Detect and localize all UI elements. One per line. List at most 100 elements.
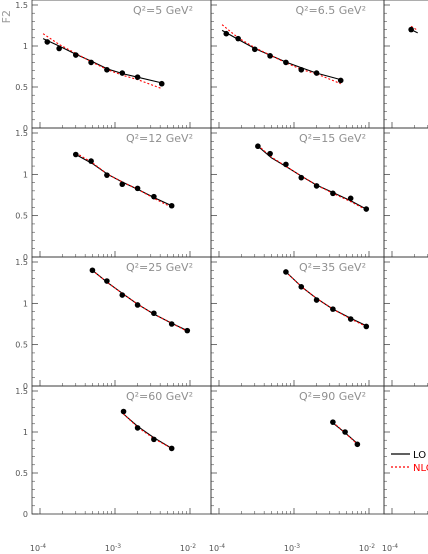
- panel-frame: [31, 127, 212, 258]
- data-point: [119, 181, 126, 188]
- panel-frame: [31, 385, 212, 515]
- data-point: [72, 52, 79, 58]
- data-point: [313, 183, 320, 189]
- data-point: [313, 297, 320, 303]
- x-tick-label: 10-3: [284, 543, 300, 553]
- data-points: [44, 26, 414, 452]
- panel-frames: [31, 0, 428, 515]
- y-tick-label: 1.5: [15, 387, 28, 396]
- data-point: [347, 316, 354, 322]
- data-point: [235, 35, 241, 42]
- y-tick-label: 1.5: [15, 129, 28, 138]
- data-point: [330, 419, 336, 425]
- panel-frame: [383, 256, 428, 387]
- panel-frame: [210, 127, 385, 258]
- data-point: [267, 150, 273, 157]
- lo-fit-curve: [123, 413, 172, 449]
- y-tick-label: 1: [23, 42, 28, 51]
- panel-title: Q²=35 GeV²: [299, 261, 366, 274]
- data-point: [354, 441, 361, 448]
- data-point: [408, 26, 414, 33]
- data-point: [347, 195, 354, 202]
- data-point: [104, 172, 110, 178]
- data-point: [134, 185, 141, 192]
- data-point: [151, 436, 157, 443]
- data-point: [56, 45, 62, 52]
- data-point: [168, 202, 175, 209]
- panel-frame: [31, 0, 212, 129]
- data-point: [251, 46, 258, 53]
- panel-title: Q²=12 GeV²: [126, 132, 193, 145]
- x-tick-label: 10-4: [209, 543, 225, 553]
- data-point: [184, 327, 191, 334]
- data-point: [72, 151, 79, 158]
- panel-title: Q²=90 GeV²: [299, 390, 366, 403]
- y-tick-label: 0: [23, 382, 28, 391]
- panel-title: Q²=6.5 GeV²: [295, 4, 366, 17]
- panel-title: Q²=60 GeV²: [126, 390, 193, 403]
- data-point: [151, 310, 157, 317]
- y-axis-label: F2: [0, 10, 13, 23]
- x-tick-label: 10-4: [30, 543, 46, 553]
- panel-frame: [383, 0, 428, 129]
- x-tick-label: 10-3: [105, 543, 121, 553]
- panel-frame: [383, 127, 428, 258]
- data-point: [267, 53, 273, 59]
- data-point: [89, 267, 96, 274]
- panel-title: Q²=15 GeV²: [299, 132, 366, 145]
- data-point: [88, 158, 94, 164]
- panel-frame: [31, 256, 212, 387]
- nlo-fit-curve: [285, 271, 367, 327]
- data-point: [158, 80, 165, 87]
- panel-title: Q²=25 GeV²: [126, 261, 193, 274]
- data-point: [298, 66, 305, 73]
- nlo-fit-curve: [123, 413, 172, 449]
- data-point: [119, 292, 126, 298]
- y-tick-label: 1: [23, 299, 28, 308]
- legend-nlo-label: NLO: [413, 463, 428, 474]
- x-tick-label: 10-2: [180, 543, 196, 553]
- data-point: [88, 59, 94, 66]
- legend-lo-label: LO: [413, 450, 426, 461]
- data-point: [168, 321, 175, 327]
- lo-fit-curve: [257, 145, 367, 210]
- x-tick-label: 10-4: [382, 543, 398, 553]
- data-point: [151, 193, 157, 200]
- y-tick-label: 1: [23, 428, 28, 437]
- data-point: [342, 429, 348, 435]
- nlo-fit-curve: [42, 33, 162, 90]
- data-point: [134, 74, 141, 80]
- panel-title: Q²=5 GeV²: [133, 4, 193, 17]
- nlo-fit-curve: [257, 144, 367, 211]
- data-point: [104, 278, 110, 284]
- data-point: [283, 269, 289, 275]
- chart-text: 0 0.5 1 1.5 Q²=5 GeV² Q²=6.5 GeV² 0 0.5 1 1.5 Q²=1…: [15, 1, 398, 553]
- y-tick-label: 0.5: [15, 212, 28, 221]
- data-point: [283, 161, 289, 168]
- panel-frame: [210, 385, 385, 515]
- data-point: [104, 66, 110, 73]
- data-point: [363, 206, 370, 212]
- data-point: [255, 143, 261, 150]
- axis-ticks: [32, 4, 428, 515]
- y-tick-label: 0: [23, 124, 28, 133]
- data-point: [134, 302, 141, 308]
- y-tick-label: 0.5: [15, 341, 28, 350]
- data-point: [298, 284, 305, 290]
- lo-fit-curve: [285, 271, 367, 327]
- data-point: [337, 77, 344, 84]
- panel-frame: [210, 0, 385, 129]
- x-tick-label: 10-2: [359, 543, 375, 553]
- panel-frame: [383, 385, 428, 515]
- data-point: [223, 30, 230, 37]
- data-point: [134, 425, 141, 431]
- data-point: [330, 190, 336, 197]
- y-tick-label: 0: [23, 510, 28, 519]
- data-point: [363, 323, 370, 330]
- data-point: [283, 59, 289, 66]
- data-point: [168, 445, 175, 452]
- y-tick-label: 0.5: [15, 469, 28, 478]
- y-tick-label: 0: [23, 253, 28, 262]
- y-tick-label: 0.5: [15, 83, 28, 92]
